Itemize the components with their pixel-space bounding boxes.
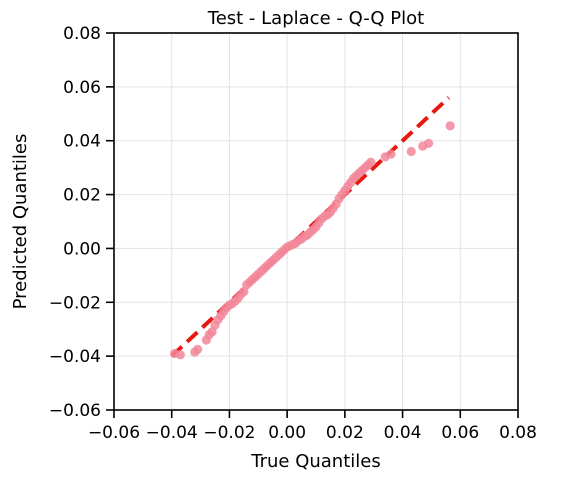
- x-tick-label: 0.06: [441, 423, 479, 443]
- y-tick-label: 0.04: [63, 132, 101, 152]
- x-tick-label: 0.08: [499, 423, 537, 443]
- data-point: [406, 146, 416, 157]
- data-point: [193, 344, 203, 355]
- x-tick-label: −0.04: [146, 423, 198, 443]
- y-tick-label: 0.02: [63, 186, 101, 206]
- data-point: [366, 157, 376, 167]
- plot-frame: [113, 32, 519, 411]
- y-tick-label: 0.00: [63, 239, 101, 259]
- x-tick-label: 0.04: [384, 423, 422, 443]
- x-axis-label: True Quantiles: [250, 451, 380, 472]
- y-tick-label: 0.08: [63, 24, 101, 44]
- chart-title: Test - Laplace - Q-Q Plot: [207, 8, 424, 29]
- x-tick-label: −0.02: [203, 423, 255, 443]
- data-point: [386, 149, 396, 159]
- scatter-points: [170, 121, 455, 360]
- y-axis-ticks: −0.06 −0.04 −0.02 0.00 0.02 0.04 0.06 0.08: [49, 24, 114, 421]
- data-point: [175, 350, 185, 360]
- data-point: [423, 138, 434, 149]
- y-tick-label: −0.04: [49, 347, 101, 367]
- y-tick-label: −0.06: [49, 401, 101, 421]
- x-tick-label: 0.00: [268, 423, 306, 443]
- y-axis-label: Predicted Quantiles: [10, 134, 31, 310]
- x-tick-label: −0.06: [88, 423, 140, 443]
- x-axis-ticks: −0.06 −0.04 −0.02 0.00 0.02 0.04 0.06 0.08: [88, 410, 537, 443]
- y-tick-label: −0.02: [49, 293, 101, 313]
- data-point: [445, 121, 455, 131]
- grid-lines: [114, 33, 518, 410]
- y-tick-label: 0.06: [63, 78, 101, 98]
- x-tick-label: 0.02: [326, 423, 364, 443]
